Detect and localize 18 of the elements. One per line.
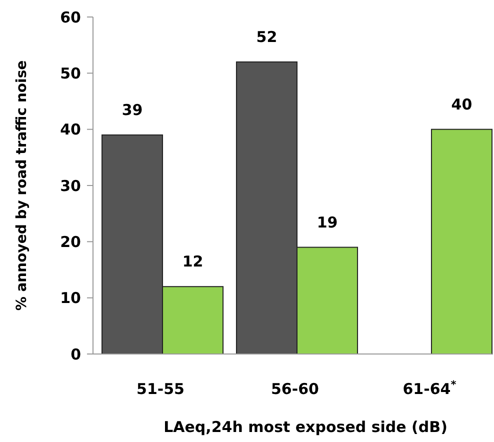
x-tick-label: 56-60: [271, 380, 319, 398]
y-tick-label: 50: [60, 64, 81, 82]
y-tick-label: 10: [60, 289, 81, 308]
x-axis-title: LAeq,24h most exposed side (dB): [164, 418, 448, 436]
x-tick-label: 61-64$^{*}$: [402, 379, 457, 398]
y-tick-label: 40: [60, 120, 81, 139]
data-label: 19: [316, 213, 338, 232]
data-label: 52: [256, 28, 278, 46]
x-tick-label: 51-55: [136, 380, 185, 398]
y-tick-label: 60: [60, 8, 81, 26]
y-tick-label: 0: [70, 345, 81, 364]
y-tick-label: 20: [60, 232, 81, 251]
data-label: 12: [182, 252, 204, 271]
data-label: 40: [451, 95, 472, 114]
bar: [430, 128, 492, 354]
y-tick-label: 30: [60, 176, 81, 195]
y-axis-title: % annoyed by road traffic noise: [14, 60, 30, 311]
data-label: 39: [122, 100, 143, 119]
